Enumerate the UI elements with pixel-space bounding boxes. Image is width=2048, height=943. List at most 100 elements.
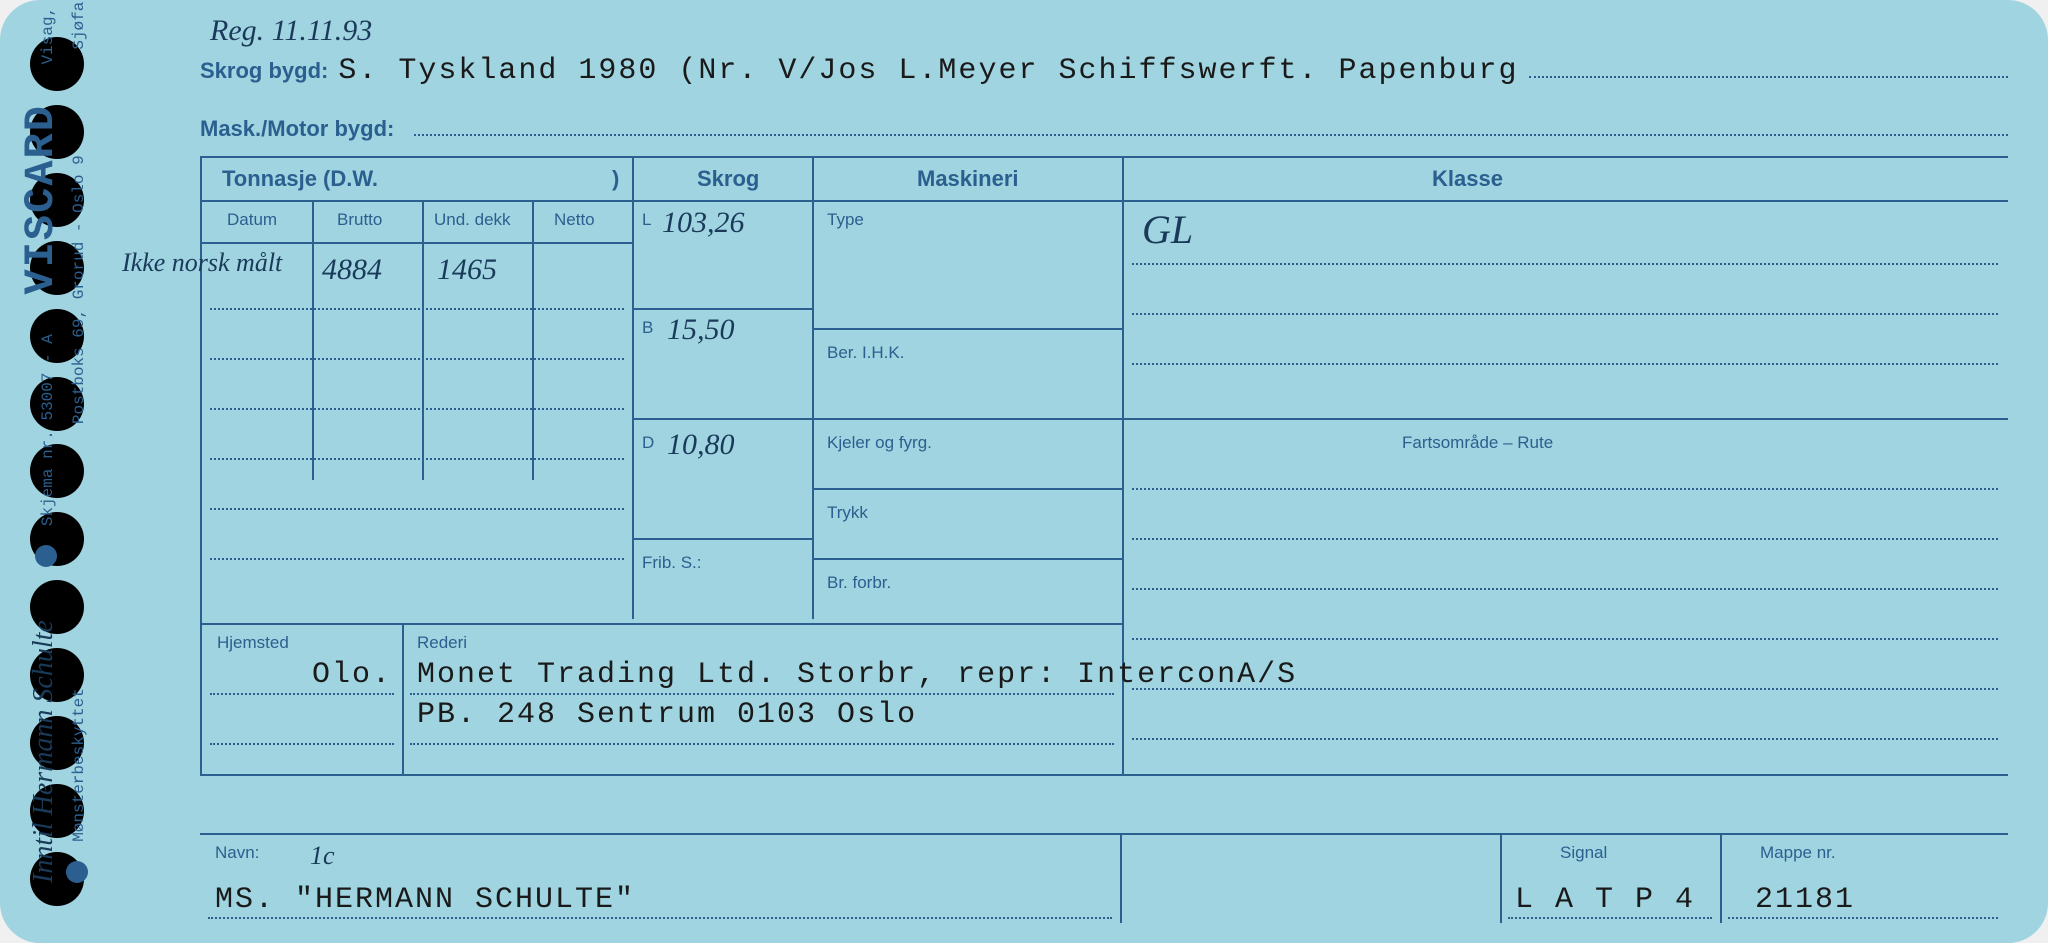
side-print: Inntil Hermann Schulte Skjema nr. 53007 … bbox=[17, 63, 90, 883]
skrog-B-value: 15,50 bbox=[667, 313, 735, 347]
brutto-label: Brutto bbox=[337, 210, 382, 230]
skrog-D-label: D bbox=[642, 433, 654, 453]
mask-motor-label: Mask./Motor bygd: bbox=[200, 116, 394, 142]
tonnasje-close: ) bbox=[612, 166, 619, 192]
grid-hline bbox=[812, 488, 1122, 490]
dotted-line bbox=[1132, 488, 1998, 490]
dotted-line bbox=[1132, 313, 1998, 315]
dotted-line bbox=[210, 408, 624, 410]
klasse-label: Klasse bbox=[1432, 166, 1503, 192]
sjofartskontoret: Sjøfartskontoret bbox=[70, 0, 88, 50]
fartsomrade-label: Fartsområde – Rute bbox=[1402, 433, 1553, 453]
unddekk-value: 1465 bbox=[437, 253, 497, 287]
main-grid: Tonnasje (D.W. ) Skrog Maskineri Klasse … bbox=[200, 156, 2008, 776]
dotted-line bbox=[210, 558, 624, 560]
dotted-line bbox=[208, 917, 1112, 919]
rederi-value-1: Monet Trading Ltd. Storbr, repr: Interco… bbox=[417, 658, 1297, 692]
hjemsted-value: Olo. bbox=[312, 658, 392, 692]
grid-vline bbox=[812, 158, 814, 619]
navn-note: 1c bbox=[310, 841, 335, 871]
kjeler-label: Kjeler og fyrg. bbox=[827, 433, 947, 453]
dotted-line bbox=[1728, 917, 1998, 919]
klasse-dotted-rows bbox=[1132, 263, 1998, 365]
dotted-line bbox=[1132, 263, 1998, 265]
dotted-line bbox=[210, 308, 624, 310]
dotted-line bbox=[1132, 638, 1998, 640]
viscard-addr2: Postboks 69, Grorud - Oslo 9 bbox=[70, 155, 88, 424]
monsterbeskyttet: Mønsterbeskyttet bbox=[70, 688, 88, 842]
grid-hline bbox=[812, 418, 1122, 420]
skrog-bygd-label: Skrog bygd: bbox=[200, 58, 328, 84]
tonnasje-label-text: Tonnasje (D.W. bbox=[222, 166, 378, 191]
skrog-D-value: 10,80 bbox=[667, 428, 735, 462]
grid-hline bbox=[202, 623, 1122, 625]
hjemsted-label: Hjemsted bbox=[217, 633, 289, 653]
grid-hline bbox=[202, 242, 632, 244]
dotted-line bbox=[210, 743, 394, 745]
unddekk-label: Und. dekk bbox=[434, 210, 511, 230]
signal-value: L A T P 4 bbox=[1515, 883, 1695, 917]
skrog-label: Skrog bbox=[697, 166, 759, 192]
mappe-label: Mappe nr. bbox=[1760, 843, 1836, 863]
grid-hline bbox=[632, 538, 812, 540]
ber-ihk-label: Ber. I.H.K. bbox=[827, 343, 904, 363]
fartsomrade-dotted-rows bbox=[1132, 488, 1998, 740]
dotted-line bbox=[1132, 363, 1998, 365]
grid-hline bbox=[812, 558, 1122, 560]
klasse-value: GL bbox=[1142, 206, 1193, 253]
dotted-fill bbox=[414, 106, 2008, 136]
viscard-logo: VISCARD bbox=[17, 104, 65, 294]
skrog-L-value: 103,26 bbox=[662, 206, 745, 240]
grid-hline bbox=[812, 328, 1122, 330]
rederi-dotted-rows bbox=[410, 693, 1114, 745]
grid-hline bbox=[632, 200, 2008, 202]
grid-hline bbox=[202, 200, 632, 202]
index-card: Inntil Hermann Schulte Skjema nr. 53007 … bbox=[0, 0, 2048, 943]
side-handwritten-note: Inntil Hermann Schulte bbox=[28, 620, 59, 883]
datum-label: Datum bbox=[227, 210, 277, 230]
netto-label: Netto bbox=[554, 210, 595, 230]
grid-vline bbox=[1500, 835, 1502, 923]
dotted-line bbox=[1132, 538, 1998, 540]
dotted-line bbox=[210, 358, 624, 360]
skrog-L-label: L bbox=[642, 210, 651, 230]
grid-hline bbox=[632, 308, 812, 310]
mappe-value: 21181 bbox=[1755, 883, 1855, 917]
rederi-label: Rederi bbox=[417, 633, 467, 653]
br-forbr-label: Br. forbr. bbox=[827, 573, 891, 593]
bullet-icon bbox=[66, 861, 88, 883]
navn-label: Navn: bbox=[215, 843, 259, 863]
dotted-line bbox=[210, 508, 624, 510]
reg-date-note: Reg. 11.11.93 bbox=[210, 14, 372, 48]
dotted-line bbox=[1132, 738, 1998, 740]
navn-value: MS. "HERMANN SCHULTE" bbox=[215, 883, 635, 917]
dotted-fill bbox=[1529, 48, 2008, 78]
hjemsted-dotted-rows bbox=[210, 693, 394, 745]
card-content: Reg. 11.11.93 Skrog bygd: S. Tyskland 19… bbox=[200, 20, 2008, 923]
type-label: Type bbox=[827, 210, 864, 230]
skjema-nr: Skjema nr. 53007 - A bbox=[39, 334, 57, 526]
grid-vline bbox=[1120, 835, 1122, 923]
dotted-line bbox=[1132, 588, 1998, 590]
maskineri-label: Maskineri bbox=[917, 166, 1019, 192]
bullet-icon bbox=[35, 545, 57, 567]
dotted-line bbox=[1508, 917, 1712, 919]
dotted-line bbox=[210, 693, 394, 695]
bottom-bar: Navn: 1c MS. "HERMANN SCHULTE" Signal L … bbox=[200, 833, 2008, 923]
datum-note: Ikke norsk målt bbox=[122, 248, 302, 278]
grid-hline bbox=[1122, 418, 2008, 420]
signal-label: Signal bbox=[1560, 843, 1607, 863]
tonnasje-dotted-rows bbox=[210, 308, 624, 560]
dotted-line bbox=[410, 693, 1114, 695]
grid-vline bbox=[632, 158, 634, 619]
brutto-value: 4884 bbox=[322, 253, 382, 287]
viscard-addr1: Visag, Stansev. 28. Tlf. 02-25 81 90 bbox=[39, 0, 57, 64]
dotted-line bbox=[210, 458, 624, 460]
skrog-B-label: B bbox=[642, 318, 653, 338]
frib-label: Frib. S.: bbox=[642, 553, 702, 573]
grid-vline bbox=[1720, 835, 1722, 923]
grid-hline bbox=[632, 418, 812, 420]
grid-vline bbox=[402, 623, 404, 774]
tonnasje-label: Tonnasje (D.W. bbox=[222, 166, 378, 192]
trykk-label: Trykk bbox=[827, 503, 868, 523]
